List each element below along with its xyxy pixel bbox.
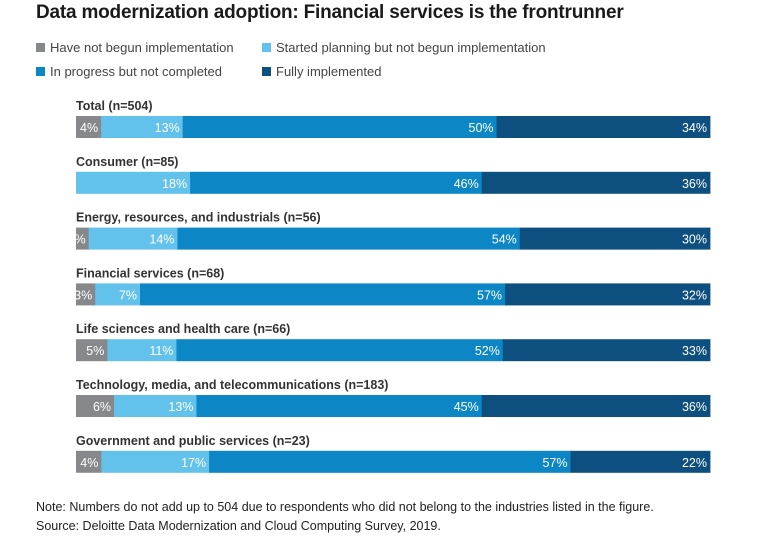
- bar-segment-not-begun: [76, 339, 108, 362]
- data-label: 30%: [682, 233, 707, 247]
- legend-label-not-begun: Have not begun implementation: [50, 40, 234, 55]
- bar-segment-in-progress: [177, 227, 521, 250]
- data-label: 33%: [682, 344, 707, 358]
- data-label: 34%: [682, 121, 707, 135]
- bar-segment-started-planning: [107, 339, 177, 362]
- legend-label-in-progress: In progress but not completed: [50, 64, 222, 79]
- bar-segment-in-progress: [176, 339, 504, 362]
- legend-item-fully-implemented: Fully implemented: [262, 64, 382, 79]
- bar-segment-fully-implemented: [570, 450, 711, 473]
- category-label: Life sciences and health care (n=66): [76, 322, 290, 336]
- bar-segment-started-planning: [88, 227, 178, 250]
- bar-segment-fully-implemented: [481, 171, 711, 194]
- bar-segment-started-planning: [114, 395, 197, 417]
- bar-segment-started-planning: [76, 171, 191, 194]
- legend-label-fully-implemented: Fully implemented: [276, 64, 382, 79]
- bar-segment-in-progress: [140, 283, 506, 306]
- data-label: 13%: [168, 400, 193, 414]
- bar-segment-not-begun: [76, 283, 96, 306]
- legend-label-started-planning: Started planning but not begun implement…: [276, 40, 546, 55]
- bar-segment-fully-implemented: [496, 116, 711, 138]
- data-label: 6%: [93, 400, 111, 414]
- legend-swatch-fully-implemented: [262, 67, 271, 76]
- bar-segment-started-planning: [101, 116, 184, 138]
- data-label: 54%: [492, 233, 517, 247]
- bar-segment-fully-implemented: [519, 227, 711, 250]
- category-label: Government and public services (n=23): [76, 434, 310, 448]
- note-text: Note: Numbers do not add up to 504 due t…: [36, 500, 654, 514]
- category-label: Financial services (n=68): [76, 266, 224, 280]
- bar-segment-started-planning: [101, 450, 210, 473]
- data-label: 50%: [469, 121, 494, 135]
- footnotes: Note: Numbers do not add up to 504 due t…: [36, 498, 654, 536]
- data-label: 13%: [155, 121, 180, 135]
- data-label: 32%: [682, 288, 707, 302]
- bar-segment-started-planning: [95, 283, 141, 306]
- bar-segment-in-progress: [182, 116, 497, 138]
- data-label: 18%: [162, 177, 187, 191]
- chart-title: Data modernization adoption: Financial s…: [36, 2, 624, 23]
- category-label: Technology, media, and telecommunication…: [76, 378, 388, 392]
- data-label: 5%: [86, 344, 104, 358]
- bar-segment-not-begun: [76, 227, 90, 250]
- category-label: Total (n=504): [76, 99, 153, 113]
- legend-swatch-not-begun: [36, 43, 45, 52]
- stacked-bar-chart: Total (n=504) 4% 13% 50% 34% Consumer (n=85) 1…: [68, 99, 711, 473]
- bar-segment-fully-implemented: [502, 339, 711, 362]
- data-label: 52%: [475, 344, 500, 358]
- legend-item-started-planning: Started planning but not begun implement…: [262, 40, 546, 55]
- data-label: 4%: [80, 456, 98, 470]
- data-label: 11%: [149, 344, 173, 358]
- data-label: 3%: [74, 288, 92, 302]
- bar-segment-fully-implemented: [481, 395, 711, 417]
- data-label: 17%: [181, 456, 206, 470]
- legend-swatch-in-progress: [36, 67, 45, 76]
- data-label: 36%: [682, 400, 707, 414]
- data-label: 57%: [477, 288, 502, 302]
- bar-segment-not-begun: [76, 395, 115, 417]
- data-label: 45%: [454, 400, 479, 414]
- data-label: 22%: [682, 456, 707, 470]
- legend-swatch-started-planning: [262, 43, 271, 52]
- data-label: 2%: [68, 233, 86, 247]
- data-label: 4%: [80, 121, 98, 135]
- legend-item-in-progress: In progress but not completed: [36, 64, 222, 79]
- data-label: 14%: [149, 233, 174, 247]
- data-label: 57%: [542, 456, 567, 470]
- bar-segment-in-progress: [196, 395, 483, 417]
- data-label: 46%: [454, 177, 479, 191]
- data-label: 36%: [682, 177, 707, 191]
- source-text: Source: Deloitte Data Modernization and …: [36, 519, 441, 533]
- category-label: Energy, resources, and industrials (n=56…: [76, 211, 321, 225]
- bar-segment-not-begun: [76, 116, 102, 138]
- category-label: Consumer (n=85): [76, 155, 178, 169]
- bar-segment-in-progress: [209, 450, 571, 473]
- data-label: 7%: [119, 288, 137, 302]
- legend-item-not-begun: Have not begun implementation: [36, 40, 234, 55]
- bar-segment-not-begun: [76, 450, 102, 473]
- bar-segment-fully-implemented: [505, 283, 711, 306]
- bar-segment-in-progress: [190, 171, 483, 194]
